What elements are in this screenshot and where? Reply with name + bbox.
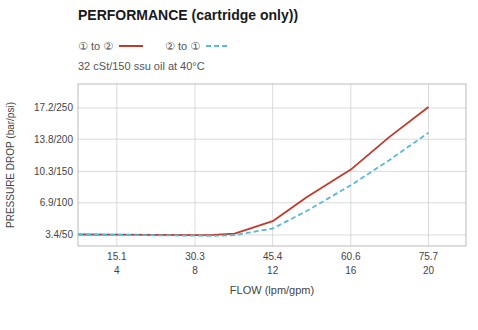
grid-line-x [116, 84, 117, 246]
grid-line-y [78, 139, 466, 140]
grid-line-x [194, 84, 195, 246]
x-tick-label: 30.3 [185, 251, 205, 262]
x-tick-label: 15.1 [107, 251, 127, 262]
y-tick-label: 17.2/250 [34, 102, 73, 113]
x-tick-label: 60.6 [341, 251, 361, 262]
axes: 3.4/50 6.9/100 10.3/150 13.8/200 17.2/250 15.… [5, 102, 439, 296]
grid-line-y [78, 171, 466, 172]
x-axis-label: FLOW (lpm/gpm) [230, 284, 314, 296]
x-tick-label-secondary: 20 [423, 265, 435, 276]
legend: ① to ② ② to ① [78, 40, 230, 52]
series-line [78, 133, 428, 236]
x-tick-label-secondary: 12 [267, 265, 279, 276]
grid-line-x [350, 84, 351, 246]
plot-frame [78, 84, 466, 246]
grid-line-y [78, 107, 466, 108]
grid-line-y [78, 202, 466, 203]
x-tick-label-secondary: 8 [192, 265, 198, 276]
legend-label: ① to ② [78, 40, 113, 52]
x-tick-label: 45.4 [263, 251, 283, 262]
y-tick-label: 13.8/200 [34, 134, 73, 145]
grid [78, 84, 466, 246]
series-line [78, 107, 428, 235]
title: PERFORMANCE (cartridge only)) [78, 7, 298, 23]
series-group [78, 107, 428, 236]
subtitle: 32 cSt/150 ssu oil at 40°C [78, 60, 205, 72]
legend-swatch [119, 45, 143, 47]
y-tick-label: 6.9/100 [40, 197, 74, 208]
legend-label: ② to ① [165, 40, 200, 52]
y-tick-label: 10.3/150 [34, 166, 73, 177]
y-axis-label: PRESSURE DROP (bar/psi) [5, 102, 16, 228]
y-tick-label: 3.4/50 [45, 229, 73, 240]
chart: PERFORMANCE (cartridge only)) 32 cSt/150 … [0, 0, 478, 330]
x-tick-label-secondary: 16 [345, 265, 357, 276]
legend-swatch [206, 45, 230, 47]
x-tick-label-secondary: 4 [114, 265, 120, 276]
x-tick-label: 75.7 [419, 251, 439, 262]
